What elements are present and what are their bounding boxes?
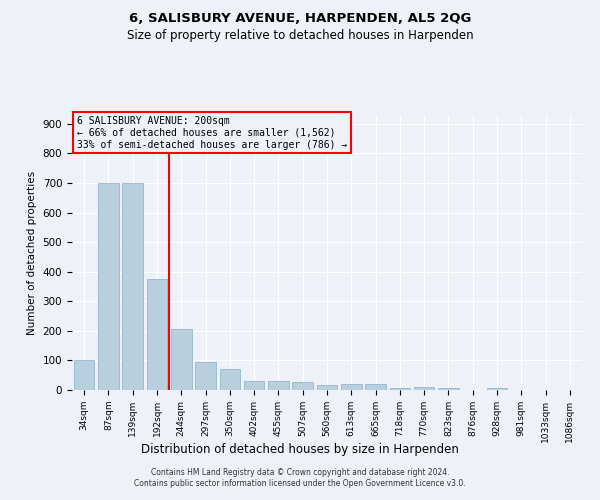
Text: 6, SALISBURY AVENUE, HARPENDEN, AL5 2QG: 6, SALISBURY AVENUE, HARPENDEN, AL5 2QG [129, 12, 471, 26]
Bar [292, 382, 313, 390]
Text: Contains HM Land Registry data © Crown copyright and database right 2024.
Contai: Contains HM Land Registry data © Crown c… [134, 468, 466, 487]
Bar [268, 381, 289, 390]
Bar [122, 183, 143, 390]
Bar [146, 279, 167, 390]
Bar [414, 387, 434, 390]
Y-axis label: Number of detached properties: Number of detached properties [27, 170, 37, 334]
Text: 6 SALISBURY AVENUE: 200sqm
← 66% of detached houses are smaller (1,562)
33% of s: 6 SALISBURY AVENUE: 200sqm ← 66% of deta… [77, 116, 347, 150]
Bar [341, 384, 362, 390]
Bar [171, 330, 191, 390]
Bar [365, 384, 386, 390]
Bar [244, 381, 265, 390]
Bar [220, 368, 240, 390]
Bar [98, 183, 119, 390]
Bar [74, 360, 94, 390]
Bar [389, 388, 410, 390]
Bar [487, 388, 508, 390]
Text: Size of property relative to detached houses in Harpenden: Size of property relative to detached ho… [127, 29, 473, 42]
Bar [195, 362, 216, 390]
Text: Distribution of detached houses by size in Harpenden: Distribution of detached houses by size … [141, 442, 459, 456]
Bar [438, 388, 459, 390]
Bar [317, 384, 337, 390]
